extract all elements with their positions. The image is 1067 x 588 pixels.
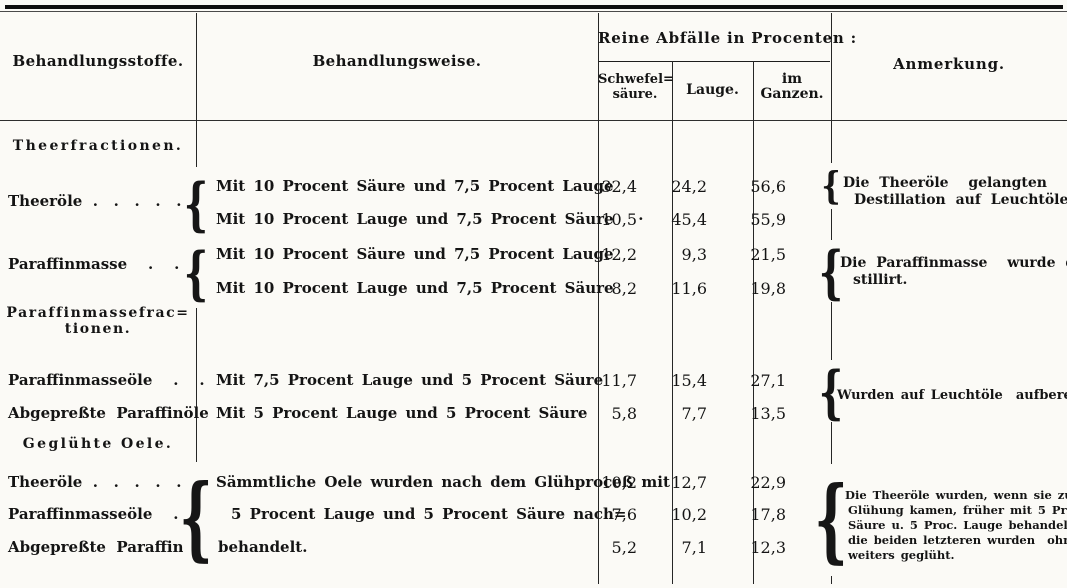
stoff-theeroele-2: Theeröle . . . . . . xyxy=(8,473,203,491)
value-ganzen-row6: 13,5 xyxy=(750,404,786,423)
stoff-abgepresste-1: Abgepreßte Paraffinöle xyxy=(8,404,209,422)
brace-gegluehte-gruppe-icon: { xyxy=(179,462,213,574)
value-lauge-row2: 45,4 xyxy=(671,210,707,229)
brace-paraffinmasse-icon: { xyxy=(184,236,208,308)
brace-theeroele-icon: { xyxy=(184,167,208,239)
note3-line1: Wurden auf Leuchtöle aufbereitet. xyxy=(837,388,1067,403)
value-ganzen-row1: 56,6 xyxy=(750,177,786,196)
divider-lauge-ganzen xyxy=(753,61,754,584)
header-anmerkung: Anmerkung. xyxy=(893,55,1005,73)
value-lauge-row6: 7,7 xyxy=(681,404,707,423)
stoff-paraffinmasseoele-1: Paraffinmasseöle . . xyxy=(8,371,205,389)
section-theerfractionen: Theerfractionen. xyxy=(12,138,184,154)
header-behandlungsstoffe: Behandlungsstoffe. xyxy=(12,52,184,70)
header-lauge: Lauge. xyxy=(686,82,739,98)
schwefel-line2: säure. xyxy=(612,87,658,102)
value-lauge-row4: 11,6 xyxy=(671,279,707,298)
ganzen-line2: Ganzen. xyxy=(760,86,824,102)
note1-line2: Destillation auf Leuchtöle. xyxy=(854,192,1067,208)
value-schwefelsaeure-row4: 8,2 xyxy=(611,279,637,298)
note4-line2: Glühung kamen, früher mit 5 Proc. xyxy=(848,503,1067,517)
stoff-theeroele-1: Theeröle . . . . . xyxy=(8,192,182,210)
treatment-row7: Sämmtliche Oele wurden nach dem Glühproc… xyxy=(216,473,670,491)
header-behandlungsweise: Behandlungsweise. xyxy=(312,52,482,70)
brace-note1-icon: { xyxy=(821,163,841,209)
value-lauge-row8: 10,2 xyxy=(671,505,707,524)
value-ganzen-row9: 12,3 xyxy=(750,538,786,557)
value-schwefelsaeure-row5: 11,7 xyxy=(601,371,637,390)
note4-line1: Die Theeröle wurden, wenn sie zur xyxy=(845,488,1067,502)
value-schwefelsaeure-row9: 5,2 xyxy=(611,538,637,557)
treatment-row6: Mit 5 Procent Lauge und 5 Procent Säure xyxy=(216,404,588,422)
treatment-row3: Mit 10 Procent Säure und 7,5 Procent Lau… xyxy=(216,245,614,263)
stoff-paraffinmasse: Paraffinmasse . . . xyxy=(8,255,206,273)
section-paraffinmassefractionen: Paraffinmassefrac= tionen. xyxy=(0,305,196,337)
header-bottom-rule xyxy=(0,120,1067,121)
ganzen-line1: im xyxy=(781,71,803,87)
value-lauge-row9: 7,1 xyxy=(681,538,707,557)
value-schwefelsaeure-row8: 7,6 xyxy=(611,505,637,524)
value-schwefelsaeure-row3: 12,2 xyxy=(601,245,637,264)
value-schwefelsaeure-row6: 5,8 xyxy=(611,404,637,423)
value-ganzen-row8: 17,8 xyxy=(750,505,786,524)
treatment-row4: Mit 10 Procent Lauge und 7,5 Procent Säu… xyxy=(216,279,614,297)
section2-line2: tionen. xyxy=(64,320,132,337)
note4-line4: die beiden letzteren wurden ohne xyxy=(848,533,1067,547)
note1-line1: Die Theeröle gelangten zur xyxy=(843,175,1067,191)
header-reine-abfaelle: Reine Abfälle in Procenten : xyxy=(598,29,857,47)
treatment-row1: Mit 10 Procent Säure und 7,5 Procent Lau… xyxy=(216,177,614,195)
note4-line5: weiters geglüht. xyxy=(848,548,955,562)
value-lauge-row7: 12,7 xyxy=(671,473,707,492)
value-lauge-row1: 24,2 xyxy=(671,177,707,196)
note2-line2: stillirt. xyxy=(853,272,908,288)
value-lauge-row5: 15,4 xyxy=(671,371,707,390)
value-schwefelsaeure-row1: 32,4 xyxy=(601,177,637,196)
value-ganzen-row3: 21,5 xyxy=(750,245,786,264)
top-thick-rule xyxy=(5,5,1063,9)
brace-note2-icon: { xyxy=(818,237,844,305)
treatment-row5: Mit 7,5 Procent Lauge und 5 Procent Säur… xyxy=(216,371,604,389)
top-thin-rule xyxy=(0,11,1067,12)
treatment-row9: behandelt. xyxy=(218,538,308,556)
divider-weise-schwefel xyxy=(598,13,599,584)
value-schwefelsaeure-row7: 10,2 xyxy=(601,473,637,492)
value-ganzen-row5: 27,1 xyxy=(750,371,786,390)
treatment-row2: Mit 10 Procent Lauge und 7,5 Procent Säu… xyxy=(216,210,644,228)
brace-note4-icon: { xyxy=(814,464,848,576)
schwefel-line1: Schwefel= xyxy=(598,72,674,87)
treatment-row8: 5 Procent Lauge und 5 Procent Säure nach… xyxy=(231,505,627,523)
value-schwefelsaeure-row2: 10,5 xyxy=(601,210,637,229)
brace-note3-icon: { xyxy=(818,357,844,425)
header-schwefelsaeure: Schwefel= säure. xyxy=(598,72,674,102)
stoff-paraffinmasseoele-2: Paraffinmasseöle . . xyxy=(8,505,205,523)
value-lauge-row3: 9,3 xyxy=(681,245,707,264)
header-im-ganzen: im Ganzen. xyxy=(753,72,831,102)
abfaelle-underline-rule xyxy=(599,61,830,62)
value-ganzen-row7: 22,9 xyxy=(750,473,786,492)
note4-line3: Säure u. 5 Proc. Lauge behandelt; xyxy=(848,518,1067,532)
value-ganzen-row2: 55,9 xyxy=(750,210,786,229)
value-ganzen-row4: 19,8 xyxy=(750,279,786,298)
section2-line1: Paraffinmassefrac= xyxy=(6,305,190,321)
note2-line1: Die Paraffinmasse wurde de= xyxy=(840,255,1067,271)
section-gegluehte-oele: Geglühte Oele. xyxy=(22,436,174,452)
divider-schwefel-lauge xyxy=(672,61,673,584)
